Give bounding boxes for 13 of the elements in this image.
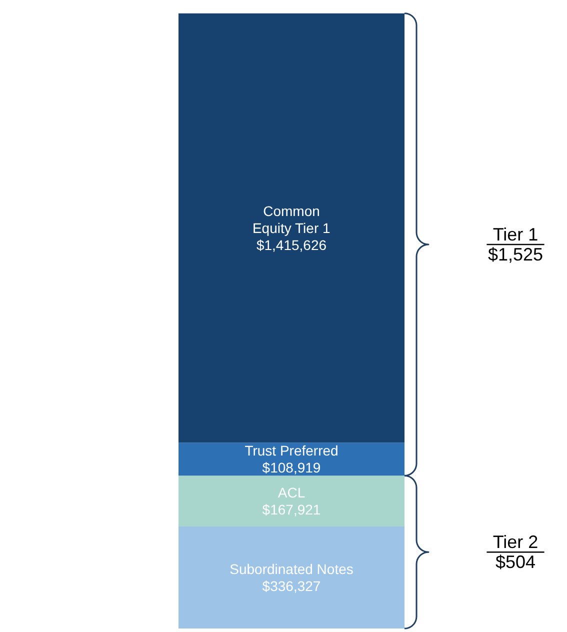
text: Tier 1 $1,525 [488,224,544,264]
series-label: Common Equity Tier 1 [252,202,330,236]
series-label: ACL [278,484,306,501]
series-label: Trust Preferred [244,442,338,459]
bar [178,476,404,527]
data-label: $167,921 [262,502,321,518]
data-label: $336,327 [262,578,321,594]
data-label: $1,415,626 [256,236,327,253]
text: Tier 2 $504 [492,532,538,572]
bar [178,526,404,629]
bar [178,442,404,476]
series-label: Subordinated Notes [230,561,354,578]
data-label: $108,919 [262,460,321,476]
